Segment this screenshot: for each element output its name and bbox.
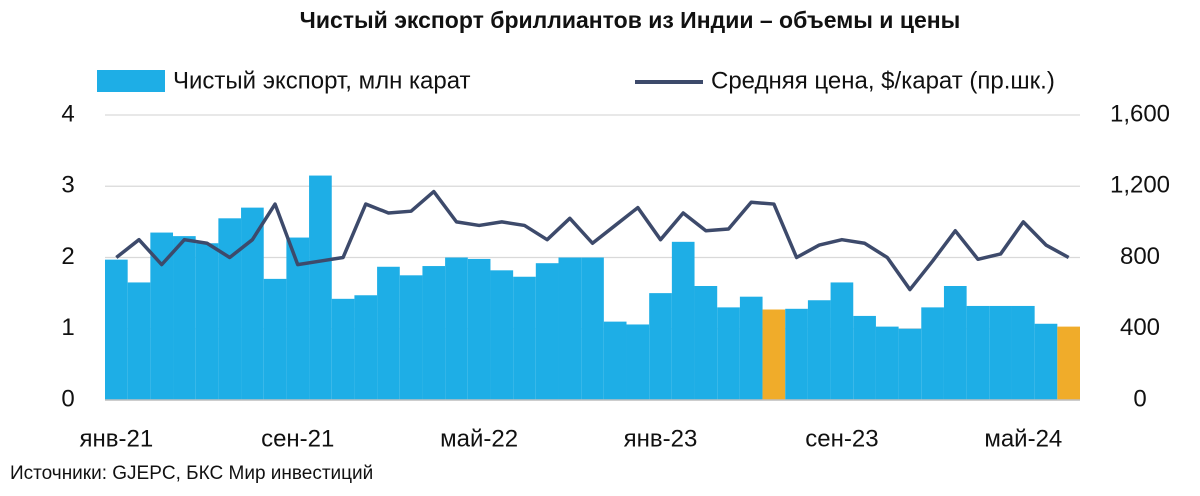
bar bbox=[785, 308, 808, 400]
y-tick-label: 1 bbox=[61, 314, 74, 341]
bar bbox=[127, 282, 151, 400]
x-tick-label: сен-23 bbox=[805, 425, 878, 452]
bar bbox=[671, 241, 695, 400]
bar bbox=[263, 278, 287, 400]
x-tick-label: май-22 bbox=[440, 425, 518, 452]
x-tick-label: сен-21 bbox=[261, 425, 334, 452]
bar bbox=[830, 282, 854, 400]
y2-tick-label: 0 bbox=[1133, 385, 1146, 412]
bar bbox=[581, 257, 604, 400]
y2-tick-label: 400 bbox=[1120, 314, 1160, 341]
y-tick-label: 0 bbox=[61, 385, 74, 412]
bar bbox=[649, 293, 672, 400]
bar bbox=[1034, 323, 1058, 400]
x-tick-label: янв-21 bbox=[79, 425, 153, 452]
legend-label: Чистый экспорт, млн карат bbox=[173, 67, 471, 94]
chart-title: Чистый экспорт бриллиантов из Индии – об… bbox=[300, 7, 961, 33]
bar bbox=[331, 298, 355, 400]
bar bbox=[626, 324, 650, 400]
bar bbox=[898, 328, 922, 400]
bar bbox=[535, 263, 559, 400]
bar bbox=[943, 286, 967, 400]
source: Источники: GJEPC, БКС Мир инвестиций bbox=[10, 463, 373, 484]
bar bbox=[195, 243, 219, 400]
bar bbox=[558, 257, 582, 400]
bar bbox=[853, 315, 876, 400]
bar bbox=[989, 305, 1012, 400]
y2-tick-label: 800 bbox=[1120, 243, 1160, 270]
legend-label: Средняя цена, $/карат (пр.шк.) bbox=[711, 67, 1055, 94]
x-tick-label: май-24 bbox=[984, 425, 1062, 452]
bar bbox=[762, 309, 786, 400]
bar bbox=[173, 236, 196, 400]
bar bbox=[490, 270, 514, 400]
bar bbox=[309, 175, 332, 400]
y-tick-label: 4 bbox=[61, 100, 74, 127]
bar bbox=[445, 257, 468, 400]
bar bbox=[1057, 326, 1080, 400]
bar bbox=[377, 266, 400, 400]
bar bbox=[105, 259, 128, 400]
line bbox=[115, 189, 1070, 292]
y-tick-label: 2 bbox=[61, 243, 74, 270]
x-tick-label: янв-23 bbox=[624, 425, 698, 452]
bar bbox=[966, 305, 990, 400]
bar bbox=[399, 275, 423, 400]
bar bbox=[603, 321, 627, 400]
y2-tick-label: 1,600 bbox=[1110, 100, 1170, 127]
bar bbox=[354, 295, 378, 400]
bar bbox=[739, 296, 763, 400]
bar bbox=[467, 258, 491, 400]
y2-tick-label: 1,200 bbox=[1110, 172, 1170, 199]
bar bbox=[717, 307, 740, 400]
bar bbox=[422, 266, 446, 400]
y-tick-label: 3 bbox=[61, 172, 74, 199]
bar bbox=[241, 207, 264, 400]
bar bbox=[513, 276, 536, 400]
bar bbox=[694, 286, 718, 400]
bar bbox=[150, 232, 174, 400]
bar bbox=[1011, 305, 1035, 400]
bar bbox=[875, 326, 899, 400]
bar bbox=[286, 237, 310, 400]
bar bbox=[921, 307, 944, 400]
bar bbox=[807, 300, 831, 400]
legend-swatch bbox=[97, 70, 165, 92]
bar bbox=[218, 218, 242, 400]
